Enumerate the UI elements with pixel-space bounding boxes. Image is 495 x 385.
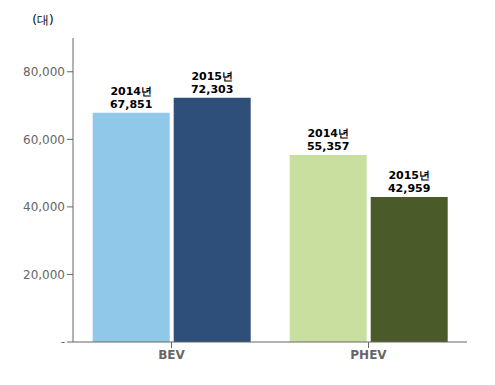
svg-text:BEV: BEV [158, 348, 185, 362]
svg-text:2015년: 2015년 [388, 169, 430, 182]
svg-text:40,000: 40,000 [23, 200, 65, 214]
svg-text:42,959: 42,959 [388, 182, 430, 195]
svg-text:2014년: 2014년 [307, 127, 349, 140]
svg-text:67,851: 67,851 [110, 98, 152, 111]
svg-text:20,000: 20,000 [23, 268, 65, 282]
svg-text:2014년: 2014년 [110, 85, 152, 98]
svg-text:72,303: 72,303 [191, 83, 233, 96]
svg-text:-: - [61, 335, 65, 349]
svg-text:(대): (대) [32, 13, 53, 27]
svg-text:60,000: 60,000 [23, 133, 65, 147]
svg-text:2015년: 2015년 [191, 70, 233, 83]
svg-text:55,357: 55,357 [307, 140, 349, 153]
svg-text:PHEV: PHEV [350, 348, 387, 362]
svg-text:80,000: 80,000 [23, 65, 65, 79]
